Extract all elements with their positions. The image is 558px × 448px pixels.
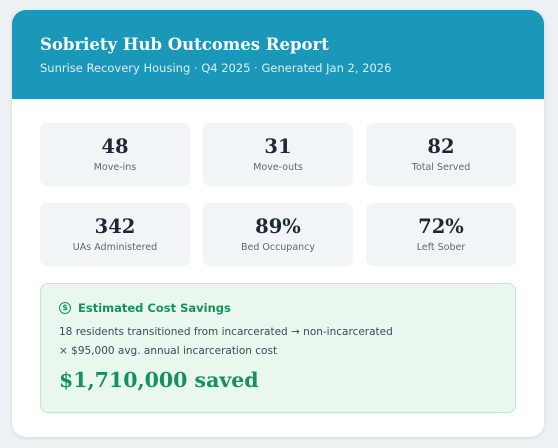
stat-move-ins: 48 Move-ins: [40, 123, 190, 186]
cost-savings-title: Estimated Cost Savings: [78, 301, 231, 315]
cost-savings-detail-2: × $95,000 avg. annual incarceration cost: [59, 345, 278, 357]
stat-value: 48: [101, 135, 129, 158]
stats-grid: 48 Move-ins 31 Move-outs 82 Total Served…: [40, 123, 516, 266]
stat-value: 72%: [418, 215, 464, 238]
stat-label: Move-outs: [253, 162, 303, 173]
dollar-circle-icon: $: [59, 302, 71, 314]
report-header: Sobriety Hub Outcomes Report Sunrise Rec…: [12, 10, 544, 99]
stat-label: Total Served: [411, 162, 471, 173]
report-subtitle: Sunrise Recovery Housing · Q4 2025 · Gen…: [40, 61, 392, 75]
stat-label: UAs Administered: [72, 242, 158, 253]
stat-total-served: 82 Total Served: [366, 123, 516, 186]
stat-value: 342: [94, 215, 136, 238]
cost-savings-detail-1: 18 residents transitioned from incarcera…: [59, 326, 393, 338]
stat-uas-administered: 342 UAs Administered: [40, 203, 190, 266]
cost-savings-total: $1,710,000 saved: [59, 368, 259, 392]
stat-value: 89%: [255, 215, 301, 238]
stat-label: Left Sober: [416, 242, 466, 253]
report-title: Sobriety Hub Outcomes Report: [40, 35, 329, 54]
stat-label: Move-ins: [93, 162, 137, 173]
cost-savings-header: $ Estimated Cost Savings: [59, 300, 497, 316]
cost-savings-panel: $ Estimated Cost Savings 18 residents tr…: [40, 283, 516, 413]
stat-value: 31: [264, 135, 292, 158]
stat-bed-occupancy: 89% Bed Occupancy: [203, 203, 353, 266]
stat-left-sober: 72% Left Sober: [366, 203, 516, 266]
report-card: Sobriety Hub Outcomes Report Sunrise Rec…: [12, 10, 544, 437]
stat-move-outs: 31 Move-outs: [203, 123, 353, 186]
stat-label: Bed Occupancy: [240, 242, 316, 253]
stat-value: 82: [427, 135, 455, 158]
